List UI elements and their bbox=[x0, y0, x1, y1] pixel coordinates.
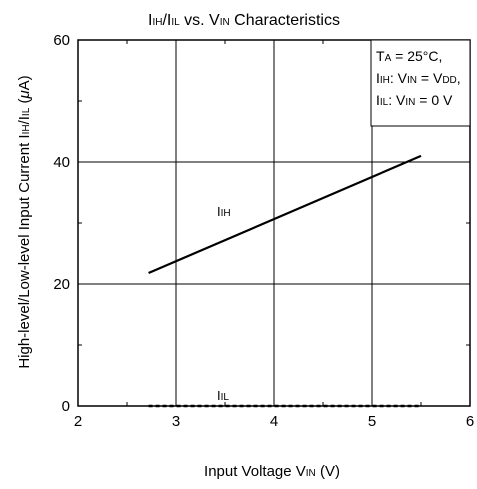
y-tick-label: 40 bbox=[53, 154, 70, 171]
y-tick-label: 60 bbox=[53, 32, 70, 49]
x-tick-label: 5 bbox=[368, 413, 376, 430]
x-axis-label: Input Voltage VIN (V) bbox=[204, 463, 340, 480]
data-series: IIH IIL bbox=[148, 154, 422, 408]
legend-box bbox=[370, 39, 471, 127]
legend-line: TA = 25°C, bbox=[376, 48, 442, 64]
chart-title: IIH/IIL vs. VIN Characteristics bbox=[148, 12, 340, 29]
series-line-ih bbox=[148, 154, 422, 275]
legend-line: IIL: VIN = 0 V bbox=[376, 92, 453, 108]
x-tick-label: 3 bbox=[172, 413, 180, 430]
y-axis-label: High-level/Low-level Input Current IIH/I… bbox=[16, 75, 33, 368]
y-tick-label: 0 bbox=[62, 398, 70, 415]
legend-line: IIH: VIN = VDD, bbox=[376, 70, 461, 86]
y-tick-label: 20 bbox=[53, 276, 70, 293]
series-label-il: IIL bbox=[217, 388, 229, 403]
x-tick-label: 2 bbox=[74, 413, 82, 430]
conditions-legend: TA = 25°C, IIH: VIN = VDD, IIL: VIN = 0 V bbox=[370, 39, 471, 127]
series-label-ih: IIH bbox=[217, 204, 231, 219]
plot-frame bbox=[77, 39, 471, 407]
x-tick-label: 4 bbox=[270, 413, 278, 430]
x-tick-label: 6 bbox=[466, 413, 474, 430]
